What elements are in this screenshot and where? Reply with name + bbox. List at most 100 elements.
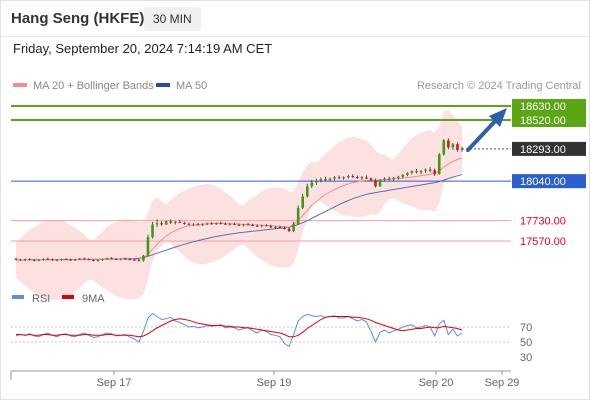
candle-down bbox=[87, 259, 91, 261]
forecast-arrow-shaft bbox=[466, 116, 500, 152]
candle-up bbox=[296, 207, 300, 224]
candle-up bbox=[142, 255, 145, 261]
candle-up bbox=[201, 224, 204, 226]
candle-down bbox=[415, 171, 418, 173]
candle-down bbox=[46, 258, 50, 260]
candle-down bbox=[51, 259, 54, 261]
price-label-support: 17730.00 bbox=[520, 216, 566, 228]
candle-up bbox=[419, 170, 423, 173]
rsi-ma-line bbox=[16, 316, 463, 338]
rsi-swatch bbox=[12, 295, 24, 299]
candle-up bbox=[328, 178, 332, 180]
candle-down bbox=[137, 260, 141, 262]
x-tick-label: Sep 19 bbox=[257, 377, 292, 389]
candle-up bbox=[319, 179, 323, 181]
price-label-resistance: 18630.00 bbox=[520, 101, 566, 113]
candle-down bbox=[210, 223, 213, 225]
x-tick-label: Sep 29 bbox=[485, 377, 520, 389]
candle-down bbox=[224, 223, 227, 225]
candle-up bbox=[315, 180, 318, 183]
candle-down bbox=[287, 228, 291, 232]
candle-up bbox=[305, 186, 309, 197]
candle-down bbox=[387, 178, 391, 180]
forecast-arrow-head bbox=[489, 108, 507, 127]
candle-down bbox=[183, 222, 186, 224]
rsi-tick-label: 30 bbox=[520, 352, 532, 364]
price-label-support: 17570.00 bbox=[520, 236, 566, 248]
candle-down bbox=[133, 259, 136, 261]
ma20-swatch bbox=[13, 83, 27, 88]
candle-down bbox=[219, 223, 223, 225]
candle-down bbox=[82, 258, 86, 260]
timeframe-badge[interactable]: 30 MIN bbox=[144, 7, 201, 31]
candle-up bbox=[164, 221, 168, 225]
bollinger-band-area bbox=[16, 110, 462, 301]
candle-down bbox=[187, 223, 191, 225]
candle-down bbox=[356, 177, 359, 179]
candle-down bbox=[269, 225, 273, 228]
candle-up bbox=[42, 258, 45, 260]
candle-up bbox=[342, 177, 345, 179]
candle-up bbox=[437, 154, 441, 175]
candle-down bbox=[351, 176, 355, 178]
candle-up bbox=[192, 224, 195, 226]
candle-down bbox=[369, 178, 373, 181]
candle-up bbox=[360, 177, 364, 179]
candle-up bbox=[23, 259, 27, 261]
candle-up bbox=[410, 171, 414, 173]
candle-down bbox=[278, 226, 282, 229]
rsi-tick-label: 50 bbox=[520, 337, 532, 349]
candle-up bbox=[460, 148, 464, 150]
candle-down bbox=[32, 259, 36, 261]
candle-up bbox=[401, 174, 405, 177]
legend-ma20-label: MA 20 + Bollinger Bands bbox=[33, 80, 154, 92]
legend-ma50: MA 50 bbox=[156, 80, 207, 92]
candle-down bbox=[456, 144, 459, 150]
candle-up bbox=[155, 223, 159, 225]
candle-down bbox=[265, 225, 268, 227]
candle-up bbox=[37, 259, 41, 261]
candle-down bbox=[428, 169, 432, 171]
candle-up bbox=[214, 223, 218, 225]
candle-up bbox=[442, 140, 446, 155]
candle-down bbox=[169, 221, 173, 223]
candle-down bbox=[64, 259, 68, 261]
x-tick-label: Sep 20 bbox=[419, 377, 454, 389]
candle-down bbox=[433, 170, 436, 175]
rsi-legend-label: RSI bbox=[32, 293, 50, 305]
rsi-tick-label: 70 bbox=[520, 322, 532, 334]
rsi-panel: RSI 9MA 70 50 30 bbox=[11, 293, 532, 364]
candle-down bbox=[19, 259, 22, 261]
candle-down bbox=[251, 224, 254, 226]
candle-down bbox=[324, 179, 327, 181]
candle-down bbox=[128, 259, 132, 261]
candle-down bbox=[447, 140, 450, 148]
candle-up bbox=[396, 176, 400, 178]
candle-down bbox=[337, 177, 341, 179]
candle-down bbox=[255, 225, 259, 227]
candle-up bbox=[333, 177, 336, 179]
candle-down bbox=[28, 259, 31, 261]
candle-up bbox=[173, 221, 177, 223]
candle-down bbox=[365, 177, 368, 179]
candle-up bbox=[274, 226, 277, 228]
x-axis: Sep 17 Sep 19 Sep 20 Sep 29 bbox=[10, 370, 520, 389]
ma50-swatch bbox=[156, 83, 170, 88]
candle-up bbox=[228, 223, 232, 225]
price-label-box bbox=[512, 113, 586, 128]
candle-down bbox=[283, 228, 286, 230]
candle-up bbox=[310, 182, 314, 187]
candle-down bbox=[178, 221, 182, 223]
price-label-resistance: 18520.00 bbox=[520, 115, 566, 127]
candle-up bbox=[406, 172, 409, 175]
candle-up bbox=[346, 176, 350, 178]
candle-down bbox=[246, 224, 250, 226]
rsi-ma-swatch bbox=[62, 295, 74, 299]
candle-down bbox=[374, 180, 377, 187]
candle-down bbox=[123, 258, 127, 260]
candle-up bbox=[146, 237, 150, 256]
candle-up bbox=[242, 224, 245, 226]
candle-up bbox=[96, 260, 100, 262]
rsi-line bbox=[15, 312, 463, 348]
